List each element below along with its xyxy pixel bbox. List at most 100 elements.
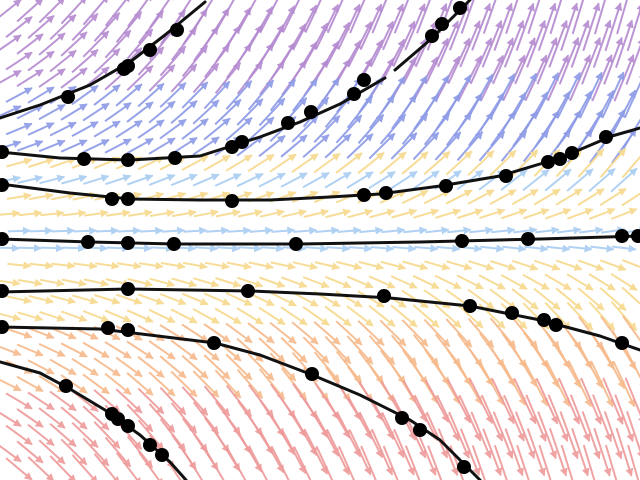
slope-arrow: [227, 263, 251, 268]
slope-arrow: [545, 275, 571, 290]
slope-arrow: [578, 260, 603, 269]
slope-arrow: [578, 149, 603, 177]
slope-arrow: [194, 0, 217, 29]
slope-arrow: [439, 429, 458, 475]
slope-arrow: [250, 448, 273, 480]
slope-arrow: [215, 370, 240, 398]
slope-arrow: [17, 345, 43, 356]
slope-arrow: [0, 410, 21, 426]
slope-arrow: [446, 319, 471, 347]
slope-arrow: [270, 292, 296, 305]
solution-marker: [170, 23, 184, 37]
slope-arrow: [39, 69, 65, 87]
slope-arrow: [472, 4, 490, 51]
slope-arrow: [95, 263, 119, 266]
slope-arrow: [17, 141, 42, 150]
slope-arrow: [228, 449, 251, 480]
slope-arrow: [161, 263, 185, 267]
slope-arrow: [381, 114, 406, 144]
slope-arrow: [315, 230, 338, 232]
slope-arrow: [259, 173, 285, 186]
slope-arrow: [425, 261, 450, 268]
slope-arrow: [626, 38, 640, 85]
slope-arrow: [193, 278, 218, 286]
slope-arrow: [272, 230, 295, 232]
slope-arrow: [61, 439, 86, 464]
slope-arrow: [283, 0, 305, 32]
slope-arrow: [105, 30, 130, 57]
slope-arrow: [171, 309, 197, 322]
slope-arrow: [490, 261, 515, 269]
slope-arrow: [370, 96, 394, 129]
solution-marker: [599, 130, 613, 144]
slope-arrow: [127, 176, 152, 185]
slope-arrow: [17, 70, 43, 86]
slope-arrow: [105, 139, 131, 153]
slope-arrow: [61, 0, 86, 24]
slope-arrow: [94, 121, 120, 136]
slope-arrow: [171, 175, 197, 185]
slope-arrow: [567, 274, 593, 290]
slope-arrow: [83, 176, 108, 184]
slope-arrow: [425, 230, 448, 232]
slope-arrow: [259, 308, 285, 325]
solution-marker: [549, 318, 563, 332]
slope-arrow: [183, 387, 208, 415]
slope-arrow: [325, 337, 350, 364]
slope-arrow: [238, 62, 263, 94]
slope-arrow: [469, 230, 492, 233]
slope-arrow: [259, 278, 284, 287]
slope-arrow: [600, 288, 626, 311]
slope-arrow: [459, 364, 482, 404]
slope-arrow: [381, 262, 406, 269]
slope-arrow: [611, 274, 637, 290]
slope-arrow: [303, 277, 329, 287]
slope-arrow: [6, 124, 32, 135]
slope-arrow: [469, 112, 493, 145]
slope-arrow: [424, 320, 449, 347]
slope-arrow: [83, 438, 108, 465]
slope-arrow: [6, 88, 32, 102]
slope-arrow: [7, 160, 32, 167]
slope-arrow: [523, 170, 549, 191]
slope-arrow: [227, 44, 251, 78]
slope-arrow: [502, 247, 525, 249]
slope-arrow: [371, 247, 394, 249]
slope-arrow: [490, 190, 516, 204]
slope-arrow: [193, 371, 218, 397]
slope-arrow: [579, 230, 603, 233]
solution-marker: [225, 194, 239, 208]
slope-arrow: [339, 446, 359, 480]
slope-arrow: [40, 213, 63, 216]
slope-arrow: [237, 99, 262, 125]
solution-marker: [377, 289, 391, 303]
solution-marker: [413, 423, 427, 437]
slope-arrow: [611, 209, 637, 219]
solution-marker: [289, 237, 303, 251]
slope-arrow: [215, 309, 241, 324]
solution-marker: [537, 313, 551, 327]
slope-arrow: [272, 447, 294, 480]
slope-arrow: [534, 289, 560, 310]
slope-arrow: [338, 4, 359, 49]
slope-arrow: [361, 4, 382, 49]
slope-arrow: [546, 247, 569, 250]
slope-arrow: [205, 449, 228, 480]
slope-arrow: [589, 274, 615, 290]
slope-arrow: [239, 247, 262, 248]
slope-arrow: [271, 80, 296, 111]
solution-marker: [395, 411, 409, 425]
solution-marker: [59, 379, 73, 393]
slope-arrow: [304, 211, 329, 217]
slope-arrow: [281, 173, 307, 187]
slope-arrow: [627, 411, 640, 458]
slope-arrow: [0, 378, 21, 391]
slope-arrow: [622, 287, 640, 310]
solution-marker: [121, 59, 135, 73]
slope-arrow: [0, 280, 20, 283]
slope-arrow: [18, 177, 43, 183]
slope-arrow: [270, 154, 296, 171]
slope-arrow: [206, 230, 229, 232]
slope-arrow: [204, 156, 230, 171]
slope-arrow: [545, 209, 570, 218]
